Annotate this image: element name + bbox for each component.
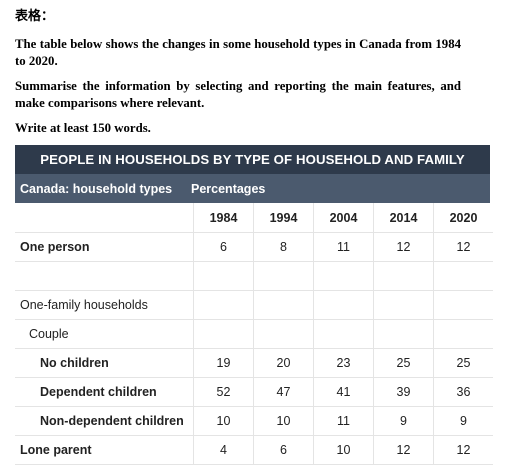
row-label: Dependent children (15, 377, 194, 407)
table-cell (313, 290, 374, 320)
year-header: 2004 (313, 203, 374, 233)
table-cell: 10 (193, 406, 254, 436)
table-cell: 47 (253, 377, 314, 407)
table-cell (253, 261, 314, 291)
table-cell (433, 261, 493, 291)
table-row-spacer (15, 261, 493, 291)
data-table: 1984 1994 2004 2014 2020 One person 6 8 … (15, 203, 493, 465)
year-header: 1994 (253, 203, 314, 233)
table-cell: 9 (373, 406, 434, 436)
table-cell: 52 (193, 377, 254, 407)
table-cell (193, 261, 254, 291)
table-row-one-person: One person 6 8 11 12 12 (15, 232, 493, 262)
row-label: No children (15, 348, 194, 378)
table-cell (373, 290, 434, 320)
task-prompt: 表格： The table below shows the changes in… (15, 6, 461, 145)
table-row-one-family: One-family households (15, 290, 493, 320)
row-label: Non-dependent children (15, 406, 194, 436)
table-cell (193, 290, 254, 320)
table-cell: 20 (253, 348, 314, 378)
table-cell (433, 290, 493, 320)
row-label (15, 261, 194, 291)
year-header: 2020 (433, 203, 493, 233)
table-cell (313, 319, 374, 349)
table-cell: 10 (313, 435, 374, 465)
prompt-word-count: Write at least 150 words. (15, 121, 151, 135)
table-cell: 12 (373, 232, 434, 262)
year-header-row: 1984 1994 2004 2014 2020 (15, 203, 493, 233)
table-cell: 6 (193, 232, 254, 262)
prompt-heading: 表格： (15, 8, 55, 23)
table-title: PEOPLE IN HOUSEHOLDS BY TYPE OF HOUSEHOL… (15, 145, 490, 174)
prompt-intro: The table below shows the changes in som… (15, 37, 461, 68)
table-cell (253, 290, 314, 320)
prompt-instruction: Summarise the information by selecting a… (15, 79, 461, 110)
table-cell: 12 (373, 435, 434, 465)
table-subheader: Canada: household types Percentages (15, 174, 490, 203)
table-cell: 6 (253, 435, 314, 465)
row-label: One person (15, 232, 194, 262)
table-cell (373, 261, 434, 291)
table-cell (373, 319, 434, 349)
table-cell: 23 (313, 348, 374, 378)
row-label: Couple (15, 319, 194, 349)
table-row-non-dependent-children: Non-dependent children 10 10 11 9 9 (15, 406, 493, 436)
table-cell: 25 (373, 348, 434, 378)
table-row-no-children: No children 19 20 23 25 25 (15, 348, 493, 378)
table-cell (313, 261, 374, 291)
year-header: 1984 (193, 203, 254, 233)
table-cell: 10 (253, 406, 314, 436)
table-cell (253, 319, 314, 349)
table-cell: 11 (313, 406, 374, 436)
column-label-household-types: Canada: household types (20, 181, 173, 196)
table-cell: 39 (373, 377, 434, 407)
table-cell: 4 (193, 435, 254, 465)
table-cell: 8 (253, 232, 314, 262)
table-row-couple: Couple (15, 319, 493, 349)
table-cell (433, 319, 493, 349)
household-table: PEOPLE IN HOUSEHOLDS BY TYPE OF HOUSEHOL… (15, 145, 493, 465)
table-cell: 9 (433, 406, 493, 436)
table-row-lone-parent: Lone parent 4 6 10 12 12 (15, 435, 493, 465)
table-cell: 19 (193, 348, 254, 378)
table-cell: 25 (433, 348, 493, 378)
table-cell: 41 (313, 377, 374, 407)
header-blank-cell (15, 203, 194, 233)
table-cell (193, 319, 254, 349)
table-cell: 11 (313, 232, 374, 262)
row-label: Lone parent (15, 435, 194, 465)
column-label-unit: Percentages (191, 181, 266, 196)
table-cell: 36 (433, 377, 493, 407)
year-header: 2014 (373, 203, 434, 233)
table-row-dependent-children: Dependent children 52 47 41 39 36 (15, 377, 493, 407)
row-label: One-family households (15, 290, 194, 320)
table-cell: 12 (433, 435, 493, 465)
table-cell: 12 (433, 232, 493, 262)
